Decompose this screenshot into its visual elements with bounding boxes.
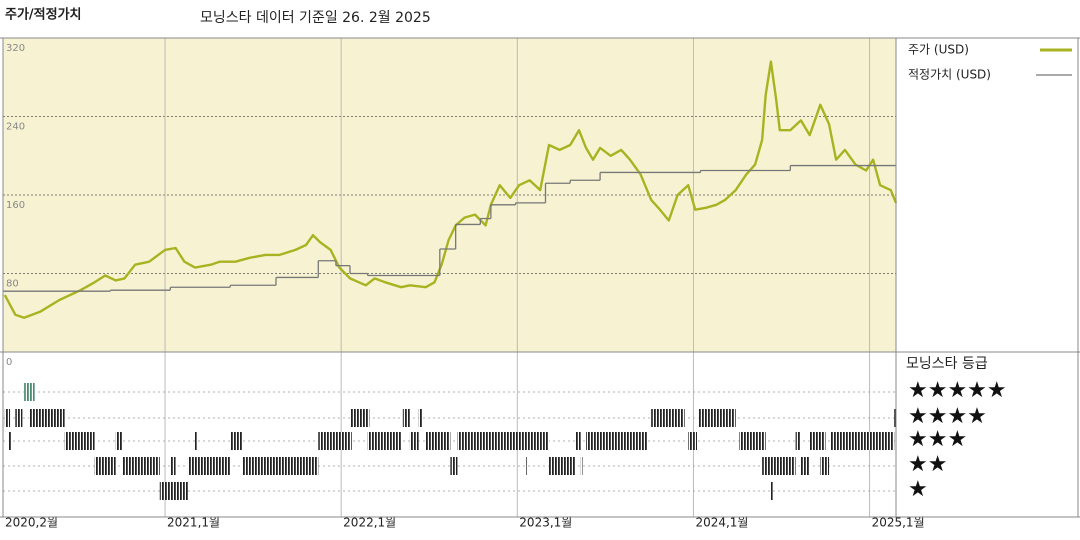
rating-label: ★★★★★ [908,378,1007,403]
rating-period [402,409,410,427]
legend-label: 주가 (USD) [908,43,969,57]
rating-period [230,432,243,450]
rating-period [894,409,896,427]
rating-period [409,432,419,450]
rating-period [115,432,123,450]
x-tick-label: 2024,1월 [695,516,748,530]
rating-period [820,457,830,475]
y-tick-label: 320 [6,43,25,54]
rating-period [242,457,319,475]
rating-period [762,457,796,475]
rating-period [526,457,528,475]
rating-period [318,432,352,450]
rating-label: ★ [908,477,928,502]
x-tick-label: 2025,1월 [872,516,925,530]
rating-period [575,432,581,450]
rating-period [24,383,35,401]
rating-period [770,482,773,500]
rating-period [830,432,895,450]
rating-period [94,457,116,475]
rating-period [15,409,23,427]
rating-period [688,432,697,450]
rating-period [349,409,370,427]
rating-label: ★★★ [908,427,967,452]
rating-period [170,457,176,475]
x-tick-label: 2023,1월 [519,516,572,530]
rating-period [64,432,95,450]
rating-period [187,457,231,475]
price-line [3,60,898,319]
rating-label: ★★★★ [908,404,987,429]
x-tick-label: 2020,2월 [5,516,58,530]
rating-period [651,409,685,427]
rating-period [122,457,160,475]
rating-period [194,432,197,450]
legend-label: 적정가치 (USD) [908,68,991,82]
rating-period [418,409,423,427]
x-tick-label: 2021,1월 [167,516,220,530]
rating-period [8,432,12,450]
rating-period [795,432,801,450]
rating-period [739,432,766,450]
rating-period [809,432,826,450]
rating-period [159,482,188,500]
chart-title: 주가/적정가치 [5,7,82,23]
chart-subtitle: 모닝스타 데이터 기준일 26. 2월 2025 [200,10,431,26]
rating-title: 모닝스타 등급 [906,356,988,372]
rating-period [367,432,402,450]
rating-period [698,409,736,427]
rating-period [4,409,11,427]
rating-period [450,457,458,475]
rating-period [457,432,550,450]
y-tick-label: 80 [6,279,19,290]
y-tick-label: 0 [6,357,12,368]
rating-period [800,457,810,475]
y-tick-label: 160 [6,200,25,211]
rating-period [586,432,648,450]
rating-label: ★★ [908,452,947,477]
rating-period [425,432,451,450]
y-tick-label: 240 [6,122,25,133]
x-tick-label: 2022,1월 [343,516,396,530]
rating-period [549,457,576,475]
rating-period [580,457,583,475]
rating-period [29,409,65,427]
